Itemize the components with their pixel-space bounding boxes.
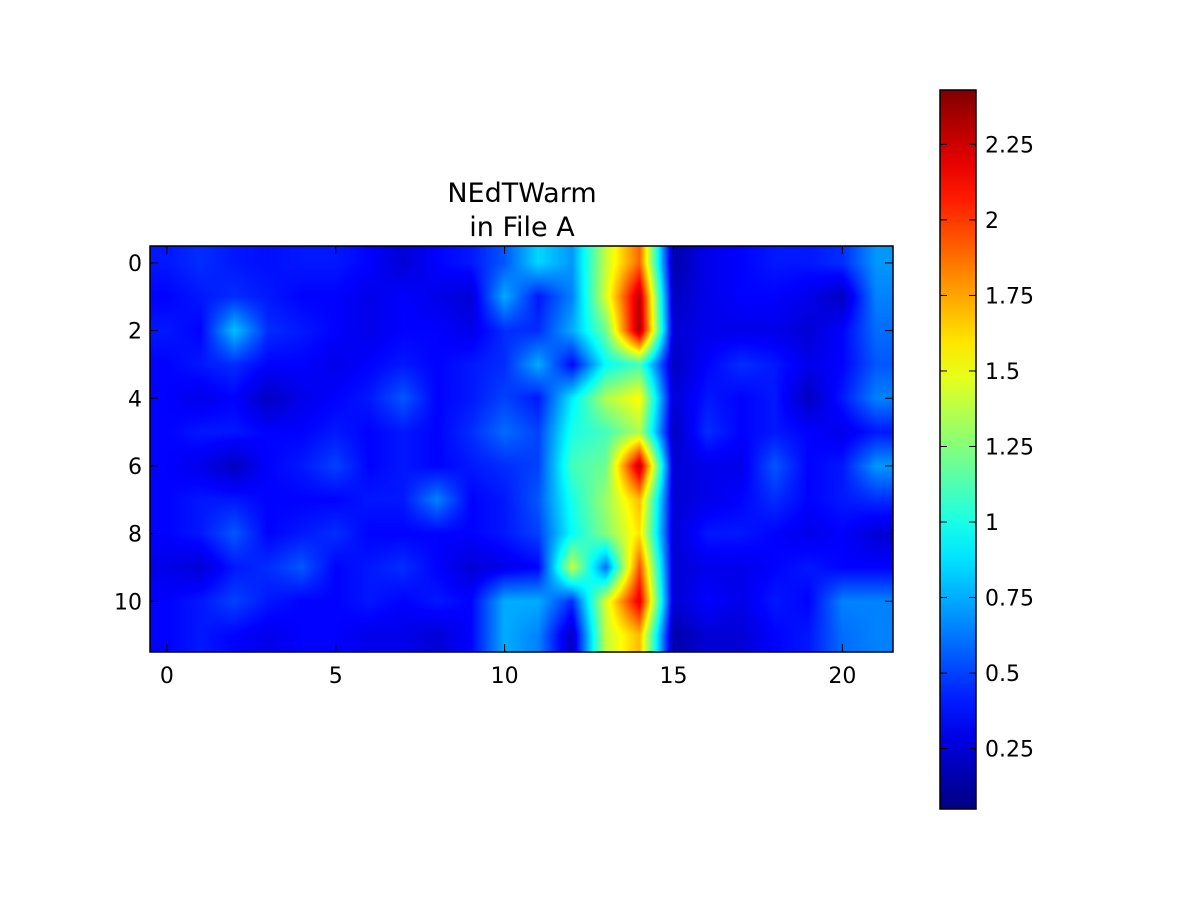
colorbar-tick-label: 1.5 (985, 360, 1020, 385)
y-tick-label: 8 (128, 523, 142, 548)
x-tick-label: 10 (491, 664, 519, 689)
y-tick-label: 0 (128, 252, 142, 277)
colorbar-tick-label: 1 (985, 511, 999, 536)
colorbar-tick-label: 1.75 (985, 284, 1034, 309)
colorbar-ticks: 0.25 0.5 0.75 1 1.25 1.5 1.75 2 2.25 (940, 133, 1034, 763)
colorbar-tick-label: 0.75 (985, 587, 1034, 612)
heatmap-image (150, 246, 893, 652)
y-tick-label: 6 (128, 455, 142, 480)
plot-frame (149, 245, 894, 653)
x-axis: 0 5 10 15 20 (160, 246, 856, 689)
plot-area (149, 245, 894, 653)
colorbar-gradient (940, 90, 976, 809)
colorbar-tick-label: 1.25 (985, 435, 1034, 460)
colorbar-frame (939, 89, 977, 810)
chart-title-line-2: in File A (469, 212, 575, 243)
y-axis: 0 2 4 6 8 10 (114, 252, 893, 615)
y-tick-label: 2 (128, 320, 142, 345)
y-tick-label: 4 (128, 387, 142, 412)
colorbar-tick-label: 2 (985, 209, 999, 234)
y-tick-label: 10 (114, 590, 142, 615)
colorbar-tick-label: 2.25 (985, 133, 1034, 158)
x-tick-label: 5 (329, 664, 343, 689)
colorbar: 0.25 0.5 0.75 1 1.25 1.5 1.75 2 2.25 (939, 89, 1034, 810)
colorbar-tick-label: 0.25 (985, 738, 1034, 763)
chart-title-line-1: NEdTWarm (447, 178, 596, 209)
colorbar-tick-label: 0.5 (985, 662, 1020, 687)
heatmap-image-container (150, 246, 893, 652)
x-tick-label: 20 (828, 664, 856, 689)
x-tick-label: 15 (659, 664, 687, 689)
x-tick-label: 0 (160, 664, 174, 689)
